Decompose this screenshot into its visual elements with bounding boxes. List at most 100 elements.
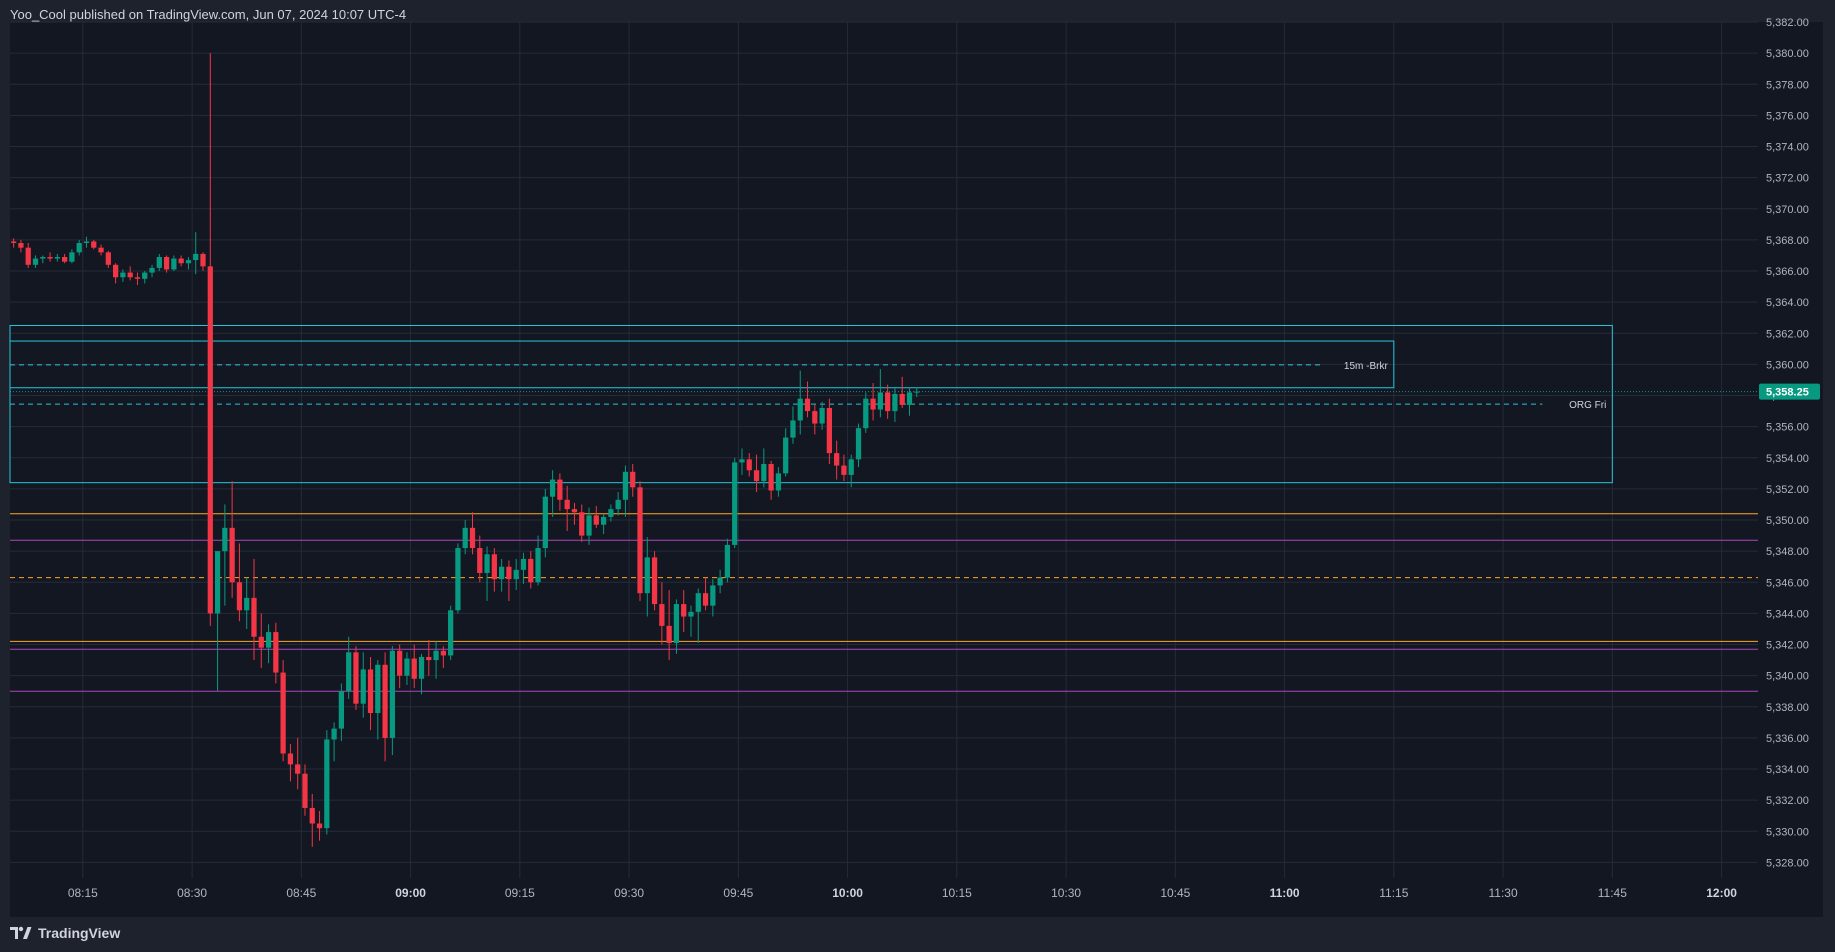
candle-body [236, 582, 243, 611]
candle-body [535, 548, 541, 583]
time-axis[interactable] [10, 878, 1823, 917]
y-tick-label: 5,360.00 [1766, 359, 1809, 371]
candle-body [710, 585, 716, 606]
x-tick-label: 10:00 [832, 886, 863, 900]
y-tick-label: 5,348.00 [1766, 546, 1809, 558]
candle-body [11, 241, 17, 244]
x-tick-label: 09:45 [723, 886, 753, 900]
candle-body [651, 557, 658, 605]
x-tick-label: 09:15 [505, 886, 535, 900]
price-badge-bg [1759, 383, 1820, 400]
candle-body [688, 611, 694, 617]
candle-body [790, 420, 796, 438]
candle-body [47, 257, 53, 259]
candle-body [69, 252, 75, 262]
candle-body [892, 393, 898, 412]
candle-body [637, 487, 643, 594]
y-tick-label: 5,364.00 [1766, 297, 1809, 309]
published-header: Yoo_Cool published on TradingView.com, J… [10, 7, 407, 22]
y-tick-label: 5,376.00 [1766, 110, 1809, 122]
candle-body [469, 527, 476, 549]
candle-body [338, 691, 345, 729]
candle-body [885, 392, 891, 412]
candle-body [98, 247, 104, 253]
candle-body [185, 260, 192, 264]
candle-body [520, 558, 527, 570]
tradingview-logo-icon [10, 926, 32, 939]
candle-body [309, 807, 315, 824]
candle-body [440, 650, 446, 656]
candle-body [40, 257, 46, 259]
candle-body [367, 669, 374, 714]
candle-body [142, 272, 148, 279]
candle-body [324, 739, 330, 829]
x-tick-label: 11:30 [1489, 886, 1518, 900]
y-tick-label: 5,380.00 [1766, 48, 1809, 60]
candle-body [448, 610, 454, 656]
candle-body [775, 473, 782, 491]
candle-body [579, 512, 585, 536]
candle-body [877, 392, 883, 410]
y-tick-label: 5,328.00 [1766, 857, 1809, 869]
candle-body [724, 544, 731, 578]
candle-body [739, 459, 745, 463]
candle-body [455, 548, 461, 611]
candle-body [149, 267, 155, 273]
candle-body [178, 258, 184, 264]
y-tick-label: 5,382.00 [1766, 17, 1809, 29]
y-tick-label: 5,334.00 [1766, 764, 1809, 776]
tradingview-brand[interactable]: TradingView [10, 925, 120, 941]
candle-body [783, 437, 789, 474]
candle-body [622, 471, 629, 500]
candle-body [91, 241, 97, 248]
price-axis[interactable] [1758, 22, 1823, 878]
candle-body [586, 515, 592, 536]
candle-body [433, 650, 439, 661]
candle-body [244, 597, 250, 611]
candle-body [32, 258, 39, 265]
candle-body [258, 636, 264, 648]
candle-body [695, 593, 701, 612]
candle-body [732, 462, 738, 545]
candle-body [112, 264, 119, 278]
x-tick-label: 08:15 [68, 886, 98, 900]
candle-body [62, 257, 68, 262]
candle-body [360, 669, 366, 704]
candle-body [120, 272, 126, 278]
candle-body [630, 471, 636, 488]
candle-body [287, 753, 294, 765]
candle-body [761, 464, 767, 482]
candle-body [804, 398, 811, 412]
price-badge-label: 5,358.25 [1766, 387, 1809, 399]
x-tick-label: 11:15 [1379, 886, 1408, 900]
candle-body [411, 658, 417, 679]
x-tick-label: 10:30 [1051, 886, 1081, 900]
candle-body [302, 773, 308, 808]
candle-body [353, 652, 359, 704]
candle-body [863, 398, 869, 429]
plot-area[interactable] [10, 22, 1758, 878]
x-tick-label: 11:45 [1598, 886, 1627, 900]
candles [11, 53, 920, 847]
candle-body [673, 604, 680, 643]
x-tick-label: 11:00 [1270, 886, 1300, 900]
candle-body [528, 558, 534, 583]
candle-body [397, 650, 403, 676]
candle-body [346, 652, 352, 692]
candle-body [265, 632, 272, 648]
candle-body [273, 632, 279, 673]
y-tick-label: 5,340.00 [1766, 671, 1809, 683]
candle-body [513, 569, 519, 580]
candle-body [83, 241, 90, 244]
candle-body [25, 247, 31, 265]
y-tick-label: 5,356.00 [1766, 422, 1809, 434]
candle-body [418, 656, 425, 679]
y-tick-label: 5,344.00 [1766, 608, 1809, 620]
candle-body [491, 554, 497, 580]
y-tick-label: 5,352.00 [1766, 484, 1809, 496]
horizontal-levels [10, 391, 1758, 692]
candle-body [899, 393, 905, 405]
candle-body [564, 499, 570, 510]
y-tick-label: 5,368.00 [1766, 235, 1809, 247]
